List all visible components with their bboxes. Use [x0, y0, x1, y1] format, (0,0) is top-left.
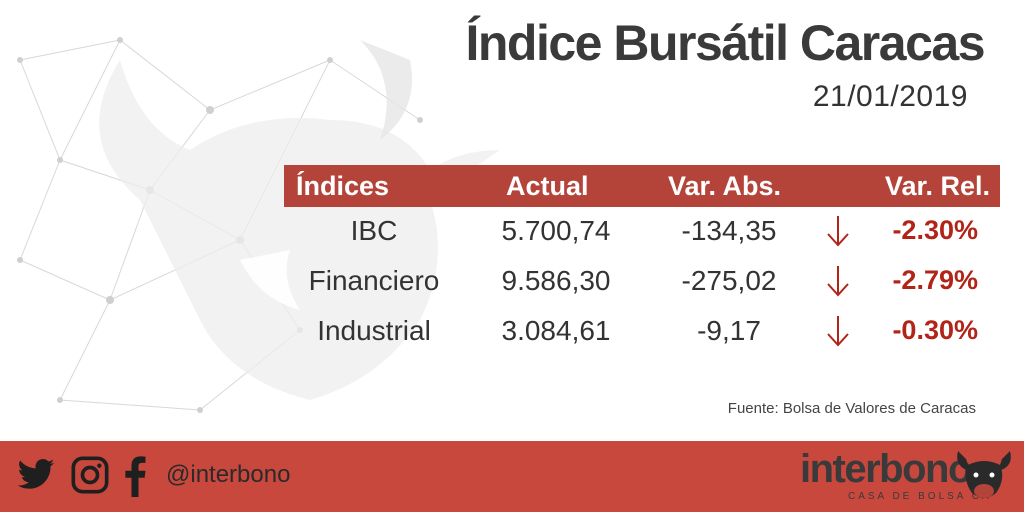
brand-logo: interbono CASA DE BOLSA CA: [800, 445, 1020, 509]
index-var-rel: -0.30%: [892, 315, 978, 345]
column-header-var-abs: Var. Abs.: [668, 171, 782, 201]
background-bull-network-art: [17, 37, 500, 413]
index-var-abs: -275,02: [681, 265, 777, 296]
table-row: Industrial 3.084,61 -9,17 -0.30%: [284, 307, 1000, 357]
index-actual: 3.084,61: [501, 315, 611, 346]
index-name: IBC: [350, 215, 398, 246]
page-title: Índice Bursátil Caracas: [465, 15, 985, 71]
footer-bar: @interbono interbono CASA DE BOLSA CA: [0, 441, 1024, 512]
index-table: Índices Actual Var. Abs. Var. Rel. IBC 5…: [284, 165, 1000, 357]
twitter-handle[interactable]: @interbono: [166, 461, 291, 488]
arrow-down-icon: [827, 216, 849, 247]
facebook-icon[interactable]: [122, 455, 148, 497]
index-var-rel: -2.30%: [892, 215, 978, 245]
index-actual: 9.586,30: [501, 265, 611, 296]
data-source-note: Fuente: Bolsa de Valores de Caracas: [727, 400, 976, 417]
index-name: Financiero: [308, 265, 440, 296]
report-date: 21/01/2019: [812, 80, 968, 113]
index-var-abs: -9,17: [697, 315, 761, 346]
table-row: Financiero 9.586,30 -275,02 -2.79%: [284, 257, 1000, 307]
twitter-icon[interactable]: [14, 455, 58, 495]
index-var-abs: -134,35: [681, 215, 777, 246]
arrow-down-icon: [827, 266, 849, 297]
column-header-indices: Índices: [296, 171, 390, 201]
table-row: IBC 5.700,74 -134,35 -2.30%: [284, 207, 1000, 257]
table-header: Índices Actual Var. Abs. Var. Rel.: [284, 165, 1000, 207]
index-name: Industrial: [317, 315, 431, 346]
column-header-var-rel: Var. Rel.: [884, 171, 990, 201]
brand-name: interbono: [800, 447, 972, 491]
instagram-icon[interactable]: [70, 455, 110, 495]
column-header-actual: Actual: [506, 171, 589, 201]
index-actual: 5.700,74: [501, 215, 611, 246]
arrow-down-icon: [827, 316, 849, 347]
brand-subtitle: CASA DE BOLSA CA: [848, 491, 992, 502]
bull-logo-icon: [957, 451, 1011, 498]
index-var-rel: -2.79%: [892, 265, 978, 295]
